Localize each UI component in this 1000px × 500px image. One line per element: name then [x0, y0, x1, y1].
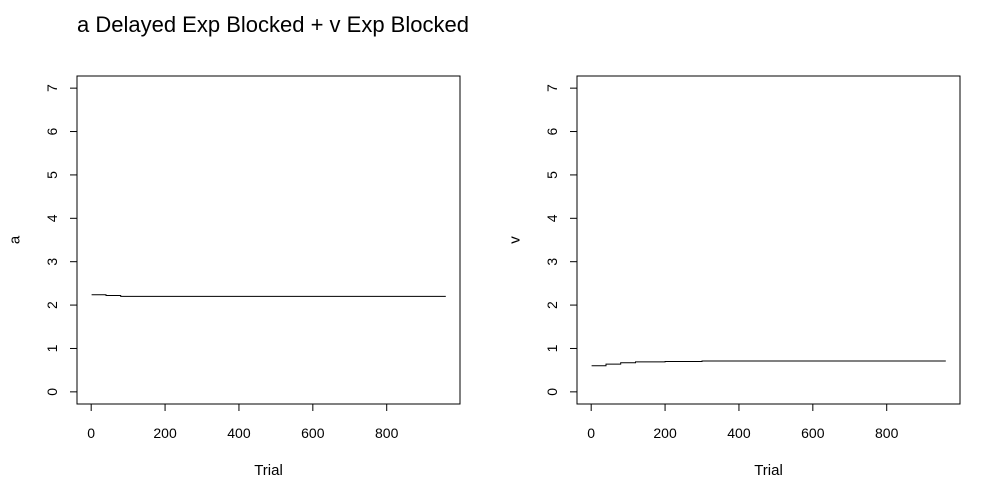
plot-frame [576, 75, 961, 405]
y-tick-label: 5 [544, 171, 560, 179]
x-tick-label: 400 [727, 425, 751, 441]
x-tick-label: 800 [875, 425, 899, 441]
series-line [591, 360, 946, 367]
y-tick-label: 2 [544, 301, 560, 309]
y-tick-label: 3 [544, 258, 560, 266]
series-line [91, 294, 446, 297]
y-tick-label: 4 [544, 214, 560, 222]
y-tick-label: 6 [44, 127, 60, 135]
y-tick-label: 3 [44, 258, 60, 266]
x-tick-label: 0 [587, 425, 595, 441]
panel-v: 0 200 400 600 800 0 1 2 3 4 5 6 7 Trial v [507, 75, 961, 479]
x-tick-label: 600 [801, 425, 825, 441]
x-tick-label: 0 [87, 425, 95, 441]
x-tick-label: 200 [653, 425, 677, 441]
panel-a: 0 200 400 600 800 0 1 2 3 4 5 6 7 Trial a [7, 75, 461, 479]
x-tick-label: 600 [301, 425, 325, 441]
y-tick-label: 1 [544, 344, 560, 352]
y-tick-label: 1 [44, 344, 60, 352]
y-axis-label: a [7, 235, 24, 244]
y-tick-label: 0 [544, 388, 560, 396]
y-tick-label: 2 [44, 301, 60, 309]
x-tick-label: 400 [227, 425, 251, 441]
y-tick-label: 0 [44, 388, 60, 396]
figure-title: a Delayed Exp Blocked + v Exp Blocked [77, 12, 469, 37]
y-tick-label: 5 [44, 171, 60, 179]
plot-frame [76, 75, 461, 405]
y-axis-label: v [507, 236, 524, 244]
y-tick-label: 4 [44, 214, 60, 222]
x-tick-label: 200 [153, 425, 177, 441]
x-axis-label: Trial [754, 462, 783, 479]
y-tick-label: 7 [544, 84, 560, 92]
y-tick-label: 6 [544, 127, 560, 135]
x-axis-label: Trial [254, 462, 283, 479]
x-tick-label: 800 [375, 425, 399, 441]
y-tick-label: 7 [44, 84, 60, 92]
